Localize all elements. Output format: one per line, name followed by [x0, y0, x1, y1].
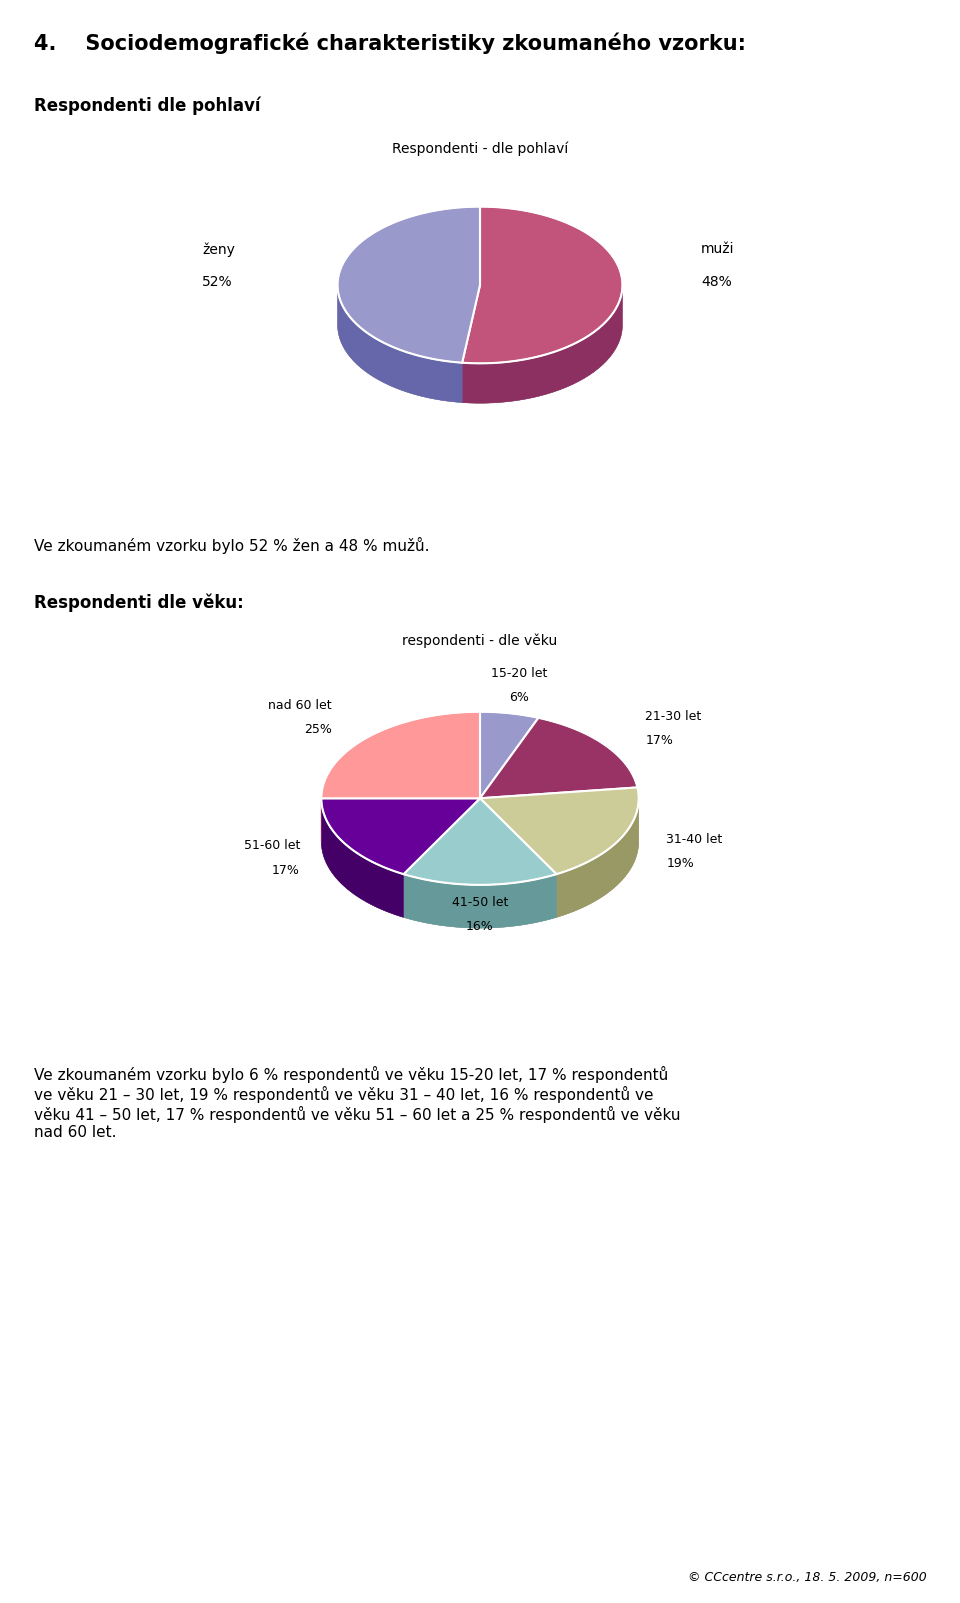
Polygon shape — [338, 207, 480, 362]
Polygon shape — [557, 800, 638, 917]
Polygon shape — [322, 798, 403, 917]
Text: 19%: 19% — [666, 858, 694, 870]
Text: nad 60 let: nad 60 let — [269, 699, 332, 712]
Text: Ve zkoumaném vzorku bylo 52 % žen a 48 % mužů.: Ve zkoumaném vzorku bylo 52 % žen a 48 %… — [34, 537, 429, 555]
Polygon shape — [403, 798, 480, 917]
Text: 48%: 48% — [701, 276, 732, 289]
Polygon shape — [403, 798, 480, 917]
Text: ženy: ženy — [203, 242, 235, 256]
Polygon shape — [462, 287, 622, 404]
Polygon shape — [462, 285, 480, 402]
Polygon shape — [403, 874, 557, 928]
Text: 21-30 let: 21-30 let — [645, 710, 702, 723]
Polygon shape — [338, 287, 462, 402]
Polygon shape — [462, 287, 622, 404]
Text: 17%: 17% — [272, 864, 300, 877]
Polygon shape — [462, 207, 622, 364]
Polygon shape — [480, 718, 637, 798]
Polygon shape — [403, 798, 557, 885]
Polygon shape — [557, 800, 638, 917]
Text: 51-60 let: 51-60 let — [244, 838, 300, 853]
Polygon shape — [322, 798, 403, 917]
Polygon shape — [403, 874, 557, 928]
Ellipse shape — [338, 247, 622, 404]
Text: 25%: 25% — [304, 723, 332, 736]
Polygon shape — [480, 712, 539, 798]
Text: 4.    Sociodemografické charakteristiky zkoumaného vzorku:: 4. Sociodemografické charakteristiky zko… — [34, 32, 746, 53]
Text: 17%: 17% — [645, 734, 673, 747]
Text: Respondenti dle pohlaví: Respondenti dle pohlaví — [34, 96, 260, 115]
Polygon shape — [322, 798, 480, 874]
Polygon shape — [480, 787, 638, 874]
Polygon shape — [462, 285, 480, 402]
Text: Respondenti - dle pohlaví: Respondenti - dle pohlaví — [392, 141, 568, 155]
Text: Respondenti dle věku:: Respondenti dle věku: — [34, 593, 243, 612]
Text: muži: muži — [701, 242, 734, 256]
Text: 31-40 let: 31-40 let — [666, 832, 723, 846]
Text: 6%: 6% — [509, 691, 529, 704]
Text: Ve zkoumaném vzorku bylo 6 % respondentů ve věku 15-20 let, 17 % respondentů
ve : Ve zkoumaném vzorku bylo 6 % respondentů… — [34, 1066, 680, 1140]
Polygon shape — [480, 798, 557, 917]
Text: 15-20 let: 15-20 let — [491, 667, 547, 680]
Polygon shape — [338, 285, 462, 402]
Text: 41-50 let: 41-50 let — [452, 896, 508, 909]
Polygon shape — [322, 798, 480, 842]
Text: © CCcentre s.r.o., 18. 5. 2009, n=600: © CCcentre s.r.o., 18. 5. 2009, n=600 — [687, 1571, 926, 1584]
Ellipse shape — [322, 755, 638, 928]
Text: respondenti - dle věku: respondenti - dle věku — [402, 633, 558, 648]
Polygon shape — [322, 798, 480, 842]
Polygon shape — [480, 798, 557, 917]
Polygon shape — [322, 712, 480, 798]
Text: 16%: 16% — [467, 920, 493, 933]
Text: 52%: 52% — [203, 276, 232, 289]
